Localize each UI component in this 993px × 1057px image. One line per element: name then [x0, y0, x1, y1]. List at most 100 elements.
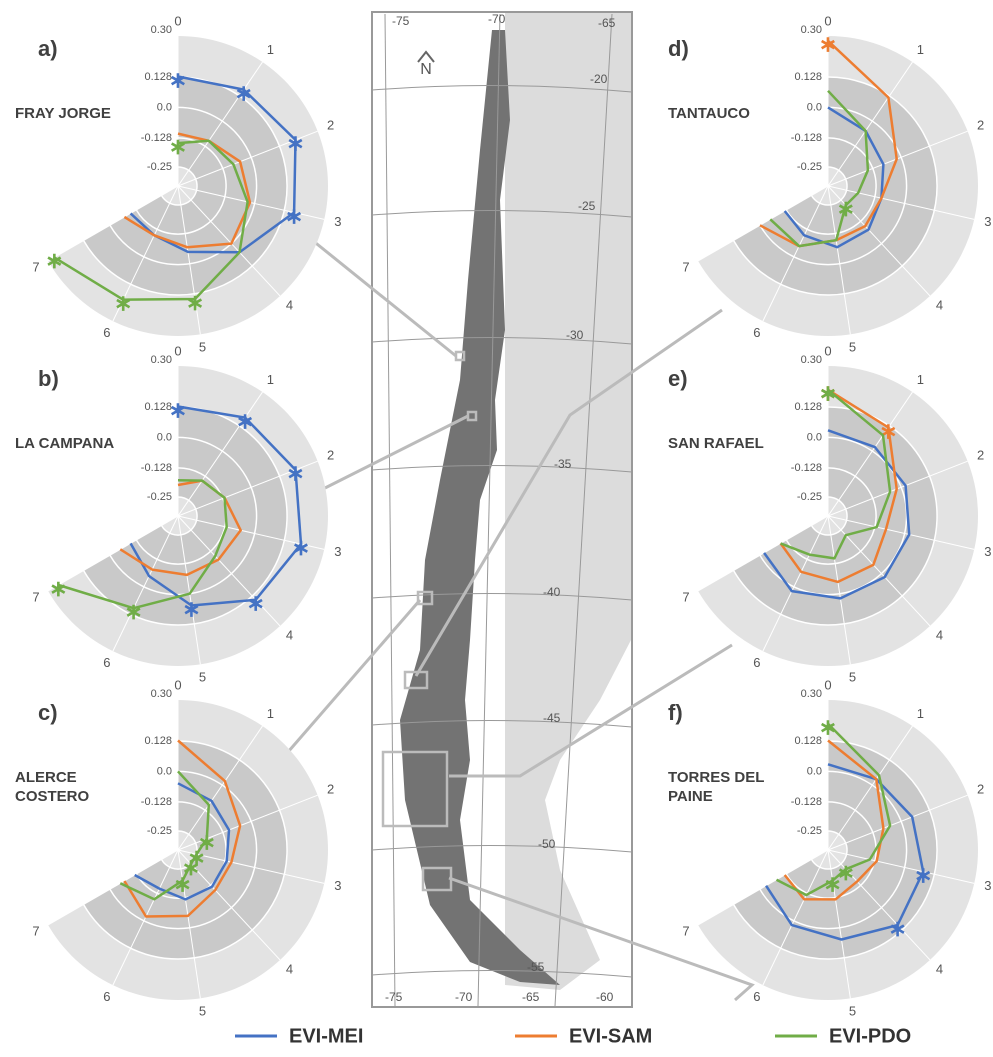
significance-marker: ∗: [235, 80, 253, 105]
significance-marker: ∗: [819, 32, 837, 57]
grid-ring: [109, 106, 258, 266]
lon-label: -70: [455, 990, 473, 1004]
series-line: [129, 405, 303, 607]
angle-label: 4: [936, 298, 943, 313]
radar-chart: 0.30 0.128 0.0 -0.128 -0.25 0 1 2 3 4 5 6 7 ∗ ∗ ∗ ∗ ∗ ∗ ∗ ∗: [32, 343, 341, 684]
r-tick-label: 0.30: [801, 354, 822, 366]
significance-marker: ∗: [186, 290, 204, 315]
series-line: [769, 89, 870, 248]
spoke: [112, 515, 179, 652]
spoke: [827, 391, 913, 517]
significance-marker: ∗: [837, 860, 855, 885]
r-tick-label: -0.128: [141, 796, 172, 808]
radar-chart: 0.30 0.128 0.0 -0.128 -0.25 0 1 2 3 4 5 6 7 ∗ ∗: [682, 13, 991, 354]
grid-ring: [135, 467, 227, 565]
significance-marker: ∗: [236, 408, 254, 433]
significance-marker: ∗: [819, 381, 837, 406]
spoke: [177, 849, 325, 884]
spoke: [827, 849, 975, 884]
angle-label: 5: [849, 1004, 856, 1019]
significance-marker: ∗: [169, 397, 187, 422]
angle-label: 4: [936, 962, 943, 977]
significance-marker: ∗: [187, 845, 205, 870]
lon-label: -75: [392, 14, 410, 28]
significance-marker: ∗: [169, 67, 187, 92]
spoke: [762, 185, 829, 322]
series-line: [119, 770, 211, 901]
series-line: [783, 106, 885, 249]
significance-marker: ∗: [879, 418, 897, 443]
r-tick-label: -0.25: [797, 825, 822, 837]
grid-ring: [810, 496, 848, 536]
lon-label: -75: [385, 990, 403, 1004]
spoke: [47, 849, 179, 926]
angle-label: 7: [32, 589, 39, 604]
spoke: [177, 515, 281, 627]
panel-label: b): [38, 366, 59, 391]
spoke: [762, 515, 829, 652]
spoke: [762, 849, 829, 986]
r-tick-label: 0.128: [144, 735, 172, 747]
panel-title: FRAY JORGE: [15, 105, 111, 122]
r-tick-label: -0.128: [141, 132, 172, 144]
angle-label: 0: [824, 13, 831, 28]
series-line: [58, 479, 228, 610]
grid-ring: [82, 740, 288, 960]
significance-marker: ∗: [819, 381, 837, 406]
r-tick-label: -0.25: [147, 491, 172, 503]
spoke: [697, 849, 829, 926]
grid-ring: [732, 76, 938, 296]
angle-label: 1: [267, 42, 274, 57]
angle-label: 6: [753, 655, 760, 670]
series-line: [763, 429, 911, 600]
panel-title: LA CAMPANA: [15, 435, 115, 452]
significance-marker: ∗: [182, 596, 200, 621]
angle-label: 2: [977, 782, 984, 797]
significance-marker: ∗: [914, 863, 932, 888]
spoke: [697, 515, 829, 592]
panel-title: TANTAUCO: [668, 105, 750, 122]
grid-ring: [732, 406, 938, 626]
r-tick-label: 0.30: [801, 24, 822, 36]
angle-label: 0: [824, 343, 831, 358]
angle-label: 1: [267, 706, 274, 721]
series-line: [779, 388, 898, 584]
spoke: [827, 61, 913, 187]
lat-label: -40: [543, 585, 561, 599]
grid-ring: [82, 76, 288, 296]
r-tick-label: -0.25: [797, 491, 822, 503]
series-line: [123, 739, 242, 918]
angle-label: 5: [199, 340, 206, 355]
r-tick-label: 0.0: [157, 765, 172, 777]
angle-label: 3: [984, 544, 991, 559]
grid-ring: [759, 770, 908, 930]
r-tick-label: -0.128: [791, 132, 822, 144]
significance-marker: ∗: [837, 196, 855, 221]
angle-label: 4: [936, 628, 943, 643]
spoke: [47, 185, 179, 262]
significance-marker: ∗: [286, 131, 304, 156]
spoke: [827, 515, 851, 665]
angle-label: 0: [174, 343, 181, 358]
r-tick-label: 0.128: [794, 401, 822, 413]
spoke: [177, 794, 318, 851]
angle-label: 6: [103, 989, 110, 1004]
lon-label: -60: [596, 990, 614, 1004]
panel-title: ALERCE COSTERO: [15, 769, 90, 805]
leader-lines: [286, 238, 755, 1002]
spoke: [47, 515, 179, 592]
angle-label: 6: [103, 655, 110, 670]
r-tick-label: 0.30: [151, 688, 172, 700]
r-tick-label: -0.25: [147, 161, 172, 173]
angle-label: 7: [32, 923, 39, 938]
angle-label: 2: [977, 118, 984, 133]
panel-title: SAN RAFAEL: [668, 435, 764, 452]
panel-title: TORRES DEL PAINE: [668, 769, 765, 805]
angle-label: 7: [32, 259, 39, 274]
grid-ring: [785, 137, 877, 235]
spoke: [177, 185, 281, 297]
r-tick-label: 0.0: [157, 431, 172, 443]
